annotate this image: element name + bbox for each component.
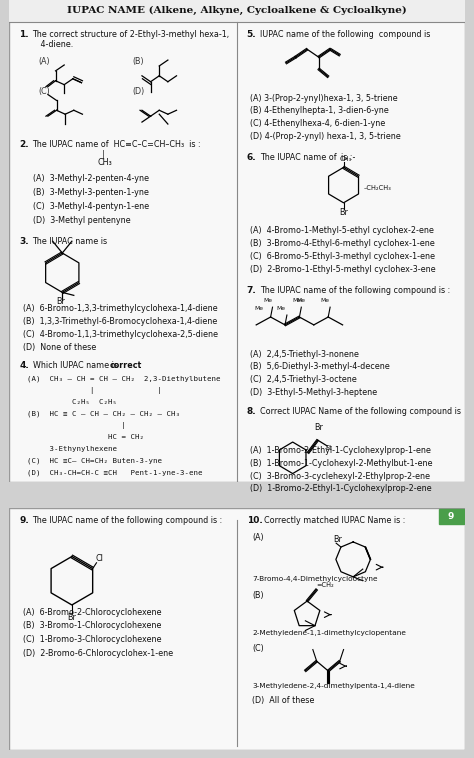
Text: (A) 3-(Prop-2-ynyl)hexa-1, 3, 5-triene: (A) 3-(Prop-2-ynyl)hexa-1, 3, 5-triene [250,93,398,102]
Text: (D)  2-Bromo-1-Ethyl-5-methyl cyclohex-3-ene: (D) 2-Bromo-1-Ethyl-5-methyl cyclohex-3-… [250,265,436,274]
Text: is :-: is :- [341,152,355,161]
Text: Br: Br [314,423,323,432]
Text: 1.: 1. [19,30,29,39]
Text: (D)  None of these: (D) None of these [23,343,96,352]
Text: IUPAC name of the following  compound is: IUPAC name of the following compound is [260,30,430,39]
Text: 8.: 8. [246,406,256,415]
Text: =CH₂: =CH₂ [317,581,335,587]
Text: PW: PW [23,639,227,746]
Text: |              |: | | [27,387,162,394]
FancyBboxPatch shape [9,0,465,482]
Text: 4.: 4. [19,362,29,371]
Text: Correct IUPAC Name of the following compound is: Correct IUPAC Name of the following comp… [260,406,461,415]
FancyBboxPatch shape [9,508,465,750]
Text: CH₃: CH₃ [340,156,352,162]
Text: Me: Me [277,306,286,311]
Text: (A)  3-Methyl-2-penten-4-yne: (A) 3-Methyl-2-penten-4-yne [33,174,148,183]
Text: (B)  1-Bromo-1-Cyclohexyl-2-Methylbut-1-ene: (B) 1-Bromo-1-Cyclohexyl-2-Methylbut-1-e… [250,459,433,468]
Text: 2.: 2. [19,139,29,149]
Text: (C) 4-Ethenylhexa-4, 6-dien-1-yne: (C) 4-Ethenylhexa-4, 6-dien-1-yne [250,119,386,128]
Text: (C): (C) [252,644,264,653]
Text: Me: Me [292,298,301,303]
Text: (C)  2,4,5-Triethyl-3-octene: (C) 2,4,5-Triethyl-3-octene [250,375,357,384]
Text: The IUPAC name of: The IUPAC name of [260,152,337,161]
Text: (B): (B) [252,591,264,600]
Text: 7-Bromo-4,4-Dimethylcyclooctyne: 7-Bromo-4,4-Dimethylcyclooctyne [252,576,378,582]
Text: (A)  CH₃ – CH = CH – CH₂  2,3-Diethylbutene: (A) CH₃ – CH = CH – CH₂ 2,3-Diethylbuten… [27,375,220,381]
Text: (D)  CH₃-CH=CH-C ≡CH   Pent-1-yne-3-ene: (D) CH₃-CH=CH-C ≡CH Pent-1-yne-3-ene [27,470,202,476]
Text: (B)  3-Methyl-3-penten-1-yne: (B) 3-Methyl-3-penten-1-yne [33,188,148,197]
Text: (C)  1-Bromo-3-Chlorocyclohexene: (C) 1-Bromo-3-Chlorocyclohexene [23,635,162,644]
Text: The correct structure of 2-Ethyl-3-methyl hexa-1,
   4-diene.: The correct structure of 2-Ethyl-3-methy… [33,30,229,49]
Text: C₂H₅  C₂H₅: C₂H₅ C₂H₅ [27,399,117,405]
Text: (C)  3-Methyl-4-pentyn-1-ene: (C) 3-Methyl-4-pentyn-1-ene [33,202,149,211]
Text: 9.: 9. [19,515,29,525]
Text: HC = CH₂: HC = CH₂ [27,434,144,440]
Text: The IUPAC name is: The IUPAC name is [33,237,108,246]
Text: 6.: 6. [246,152,256,161]
Text: 5.: 5. [246,30,256,39]
Text: (D) 4-(Prop-2-ynyl) hexa-1, 3, 5-triene: (D) 4-(Prop-2-ynyl) hexa-1, 3, 5-triene [250,132,401,141]
Text: Correctly matched IUPAC Name is :: Correctly matched IUPAC Name is : [264,515,405,525]
Text: (B)  HC ≡ C – CH – CH₂ – CH₂ – CH₃: (B) HC ≡ C – CH – CH₂ – CH₂ – CH₃ [27,411,180,417]
Text: (D)  3-Methyl pentenyne: (D) 3-Methyl pentenyne [33,215,130,224]
Text: (C)  3-Bromo-3-cyclehexyl-2-Ethylprop-2-ene: (C) 3-Bromo-3-cyclehexyl-2-Ethylprop-2-e… [250,471,430,481]
Text: (D): (D) [132,86,145,96]
Text: Et: Et [325,445,332,451]
Text: Br: Br [56,297,65,306]
Text: (B) 4-Ethenylhepta-1, 3-dien-6-yne: (B) 4-Ethenylhepta-1, 3-dien-6-yne [250,106,389,115]
Text: correct: correct [109,362,142,371]
Text: Me: Me [254,306,263,311]
Text: (D)  All of these: (D) All of these [252,696,315,705]
Text: Me: Me [321,298,330,303]
Text: –CH₂CH₃: –CH₂CH₃ [364,185,392,191]
Text: (A)  6-Bromo-1,3,3-trimethylcyclohexa-1,4-diene: (A) 6-Bromo-1,3,3-trimethylcyclohexa-1,4… [23,304,218,313]
Text: :: : [136,362,141,371]
Text: (B)  3-Bromo-1-Chlorocyclohexene: (B) 3-Bromo-1-Chlorocyclohexene [23,622,161,631]
Text: (D)  3-Ethyl-5-Methyl-3-heptene: (D) 3-Ethyl-5-Methyl-3-heptene [250,388,378,397]
Text: 3-Ethynylhexene: 3-Ethynylhexene [27,446,117,452]
Text: 7.: 7. [246,286,256,295]
Text: Which IUPAC name is: Which IUPAC name is [33,362,120,371]
Text: (D)  2-Bromo-6-Chlorocyclohex-1-ene: (D) 2-Bromo-6-Chlorocyclohex-1-ene [23,649,173,658]
Text: (A)  2,4,5-Triethyl-3-nonene: (A) 2,4,5-Triethyl-3-nonene [250,349,359,359]
Text: (B)  5,6-Diethyl-3-methyl-4-decene: (B) 5,6-Diethyl-3-methyl-4-decene [250,362,390,371]
FancyBboxPatch shape [438,509,464,525]
Text: (C)  4-Bromo-1,1,3-trimethylcyclohexa-2,5-diene: (C) 4-Bromo-1,1,3-trimethylcyclohexa-2,5… [23,330,218,339]
Text: The IUPAC name of the following compound is :: The IUPAC name of the following compound… [33,515,223,525]
Text: (B): (B) [132,57,144,66]
Text: (A)  4-Bromo-1-Methyl-5-ethyl cyclohex-2-ene: (A) 4-Bromo-1-Methyl-5-ethyl cyclohex-2-… [250,227,434,236]
Text: |: | [101,149,104,158]
Text: Br: Br [333,535,342,544]
Text: (A): (A) [38,57,50,66]
Text: 3-Methyledene-2,4-dimethylpenta-1,4-diene: 3-Methyledene-2,4-dimethylpenta-1,4-dien… [252,682,415,688]
Text: (A): (A) [252,533,264,542]
Text: |: | [27,422,126,429]
Text: Me: Me [297,298,306,303]
Text: (A)  1-Bromo-2-Ethyl-1-Cyclohexylprop-1-ene: (A) 1-Bromo-2-Ethyl-1-Cyclohexylprop-1-e… [250,446,431,455]
Text: 2-Methyledene-1,1-dimethylcyclopentane: 2-Methyledene-1,1-dimethylcyclopentane [252,630,406,636]
Text: 9: 9 [448,512,454,522]
Text: (C)  6-Bromo-5-Ethyl-3-methyl cyclohex-1-ene: (C) 6-Bromo-5-Ethyl-3-methyl cyclohex-1-… [250,252,436,261]
Text: (C)  HC ≡C– CH=CH₂ Buten-3-yne: (C) HC ≡C– CH=CH₂ Buten-3-yne [27,458,162,465]
Text: 3.: 3. [19,237,29,246]
Text: (A)  6-Bromo-2-Chlorocyclohexene: (A) 6-Bromo-2-Chlorocyclohexene [23,608,162,617]
Text: The IUPAC name of the following compound is :: The IUPAC name of the following compound… [260,286,450,295]
Text: (B)  1,3,3-Trimethyl-6-Bromocyclohexa-1,4-diene: (B) 1,3,3-Trimethyl-6-Bromocyclohexa-1,4… [23,317,217,326]
Text: (C): (C) [38,86,50,96]
Text: The IUPAC name of  HC≡C–C=CH–CH₃  is :: The IUPAC name of HC≡C–C=CH–CH₃ is : [33,139,201,149]
Text: Br: Br [339,208,347,217]
Text: Me: Me [263,298,272,303]
Text: (B)  3-Bromo-4-Ethyl-6-methyl cyclohex-1-ene: (B) 3-Bromo-4-Ethyl-6-methyl cyclohex-1-… [250,240,435,248]
Text: (D)  1-Bromo-2-Ethyl-1-Cyclohexylprop-2-ene: (D) 1-Bromo-2-Ethyl-1-Cyclohexylprop-2-e… [250,484,432,493]
Text: 10.: 10. [246,515,262,525]
Text: IUPAC NAME (Alkene, Alkyne, Cycloalkene & Cycloalkyne): IUPAC NAME (Alkene, Alkyne, Cycloalkene … [67,6,407,15]
Text: Br: Br [67,612,76,622]
Text: Cl: Cl [96,554,103,563]
Text: CH₃: CH₃ [98,158,112,167]
Text: PW: PW [84,204,390,367]
FancyBboxPatch shape [9,0,465,22]
